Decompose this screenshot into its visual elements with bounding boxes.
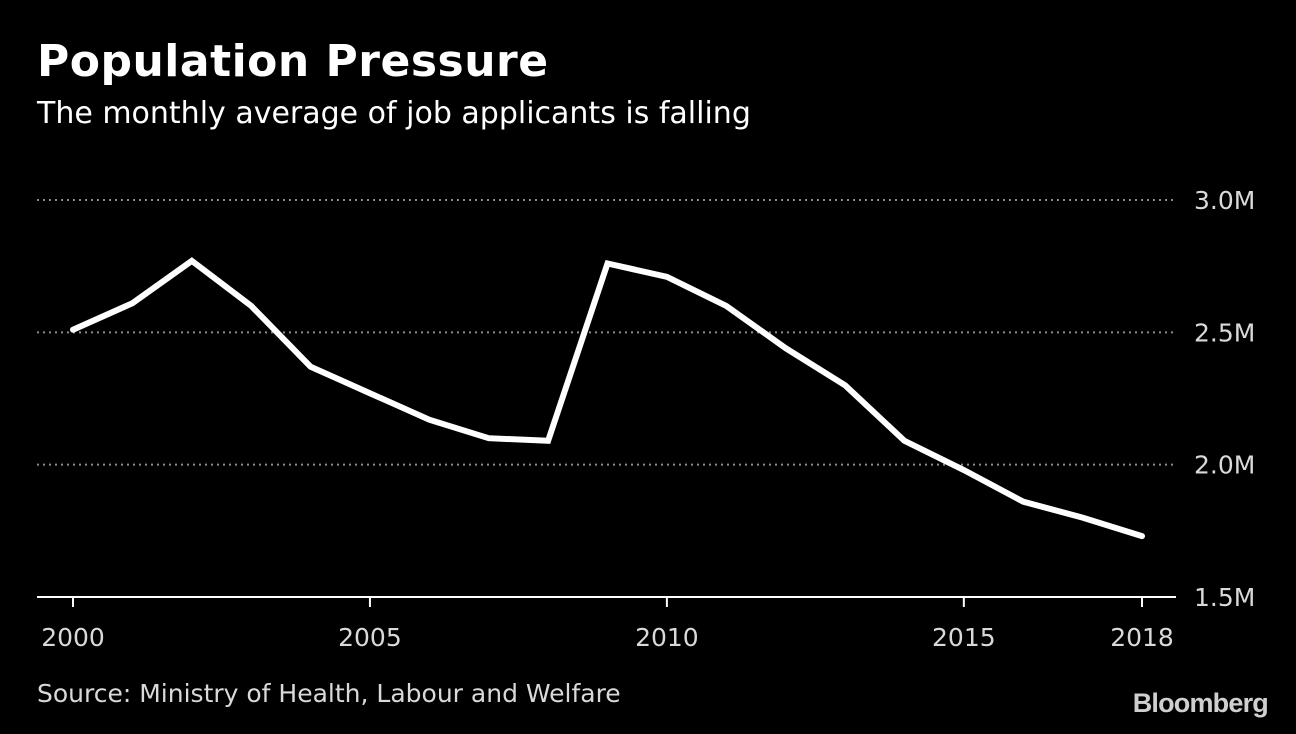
- data-point-2008: [545, 438, 551, 444]
- gridlines: [37, 199, 1176, 466]
- y-tick-label-3: 3.0M: [1194, 186, 1255, 215]
- series-line-0: [70, 257, 1145, 540]
- data-point-2009: [605, 261, 611, 267]
- data-point-2007: [486, 435, 492, 441]
- data-point-2005: [367, 390, 373, 396]
- chart-subtitle: The monthly average of job applicants is…: [37, 96, 751, 131]
- x-tick-label-2010: 2010: [635, 623, 699, 652]
- data-point-2011: [723, 303, 729, 309]
- data-point-2004: [308, 364, 314, 370]
- data-point-2003: [248, 303, 254, 309]
- source-note: Source: Ministry of Health, Labour and W…: [37, 679, 621, 708]
- x-tick-label-2000: 2000: [41, 623, 105, 652]
- data-point-2015: [961, 467, 967, 473]
- x-tick-label-2005: 2005: [338, 623, 402, 652]
- data-point-2012: [783, 345, 789, 351]
- data-point-2000: [70, 327, 76, 333]
- series: [70, 257, 1145, 540]
- x-tick-labels: 2000 2005 2010 2015 2018: [41, 623, 1174, 652]
- x-axis: [37, 596, 1176, 607]
- bloomberg-logo: Bloomberg: [1132, 688, 1269, 718]
- data-point-2017: [1080, 515, 1086, 521]
- data-point-2010: [664, 274, 670, 280]
- data-point-2001: [129, 300, 135, 306]
- x-tick-label-2018: 2018: [1110, 623, 1174, 652]
- data-point-2013: [842, 382, 848, 388]
- data-point-2018: [1139, 533, 1145, 539]
- y-tick-labels: 1.5M 2.0M 2.5M 3.0M: [1194, 186, 1255, 612]
- data-point-2014: [901, 438, 907, 444]
- x-tick-label-2015: 2015: [932, 623, 996, 652]
- y-tick-label-1-5: 1.5M: [1194, 583, 1255, 612]
- data-point-2002: [189, 258, 195, 264]
- data-point-2016: [1020, 499, 1026, 505]
- chart-title: Population Pressure: [37, 36, 549, 87]
- y-tick-label-2: 2.0M: [1194, 451, 1255, 480]
- data-point-2006: [426, 417, 432, 423]
- y-tick-label-2-5: 2.5M: [1194, 318, 1255, 347]
